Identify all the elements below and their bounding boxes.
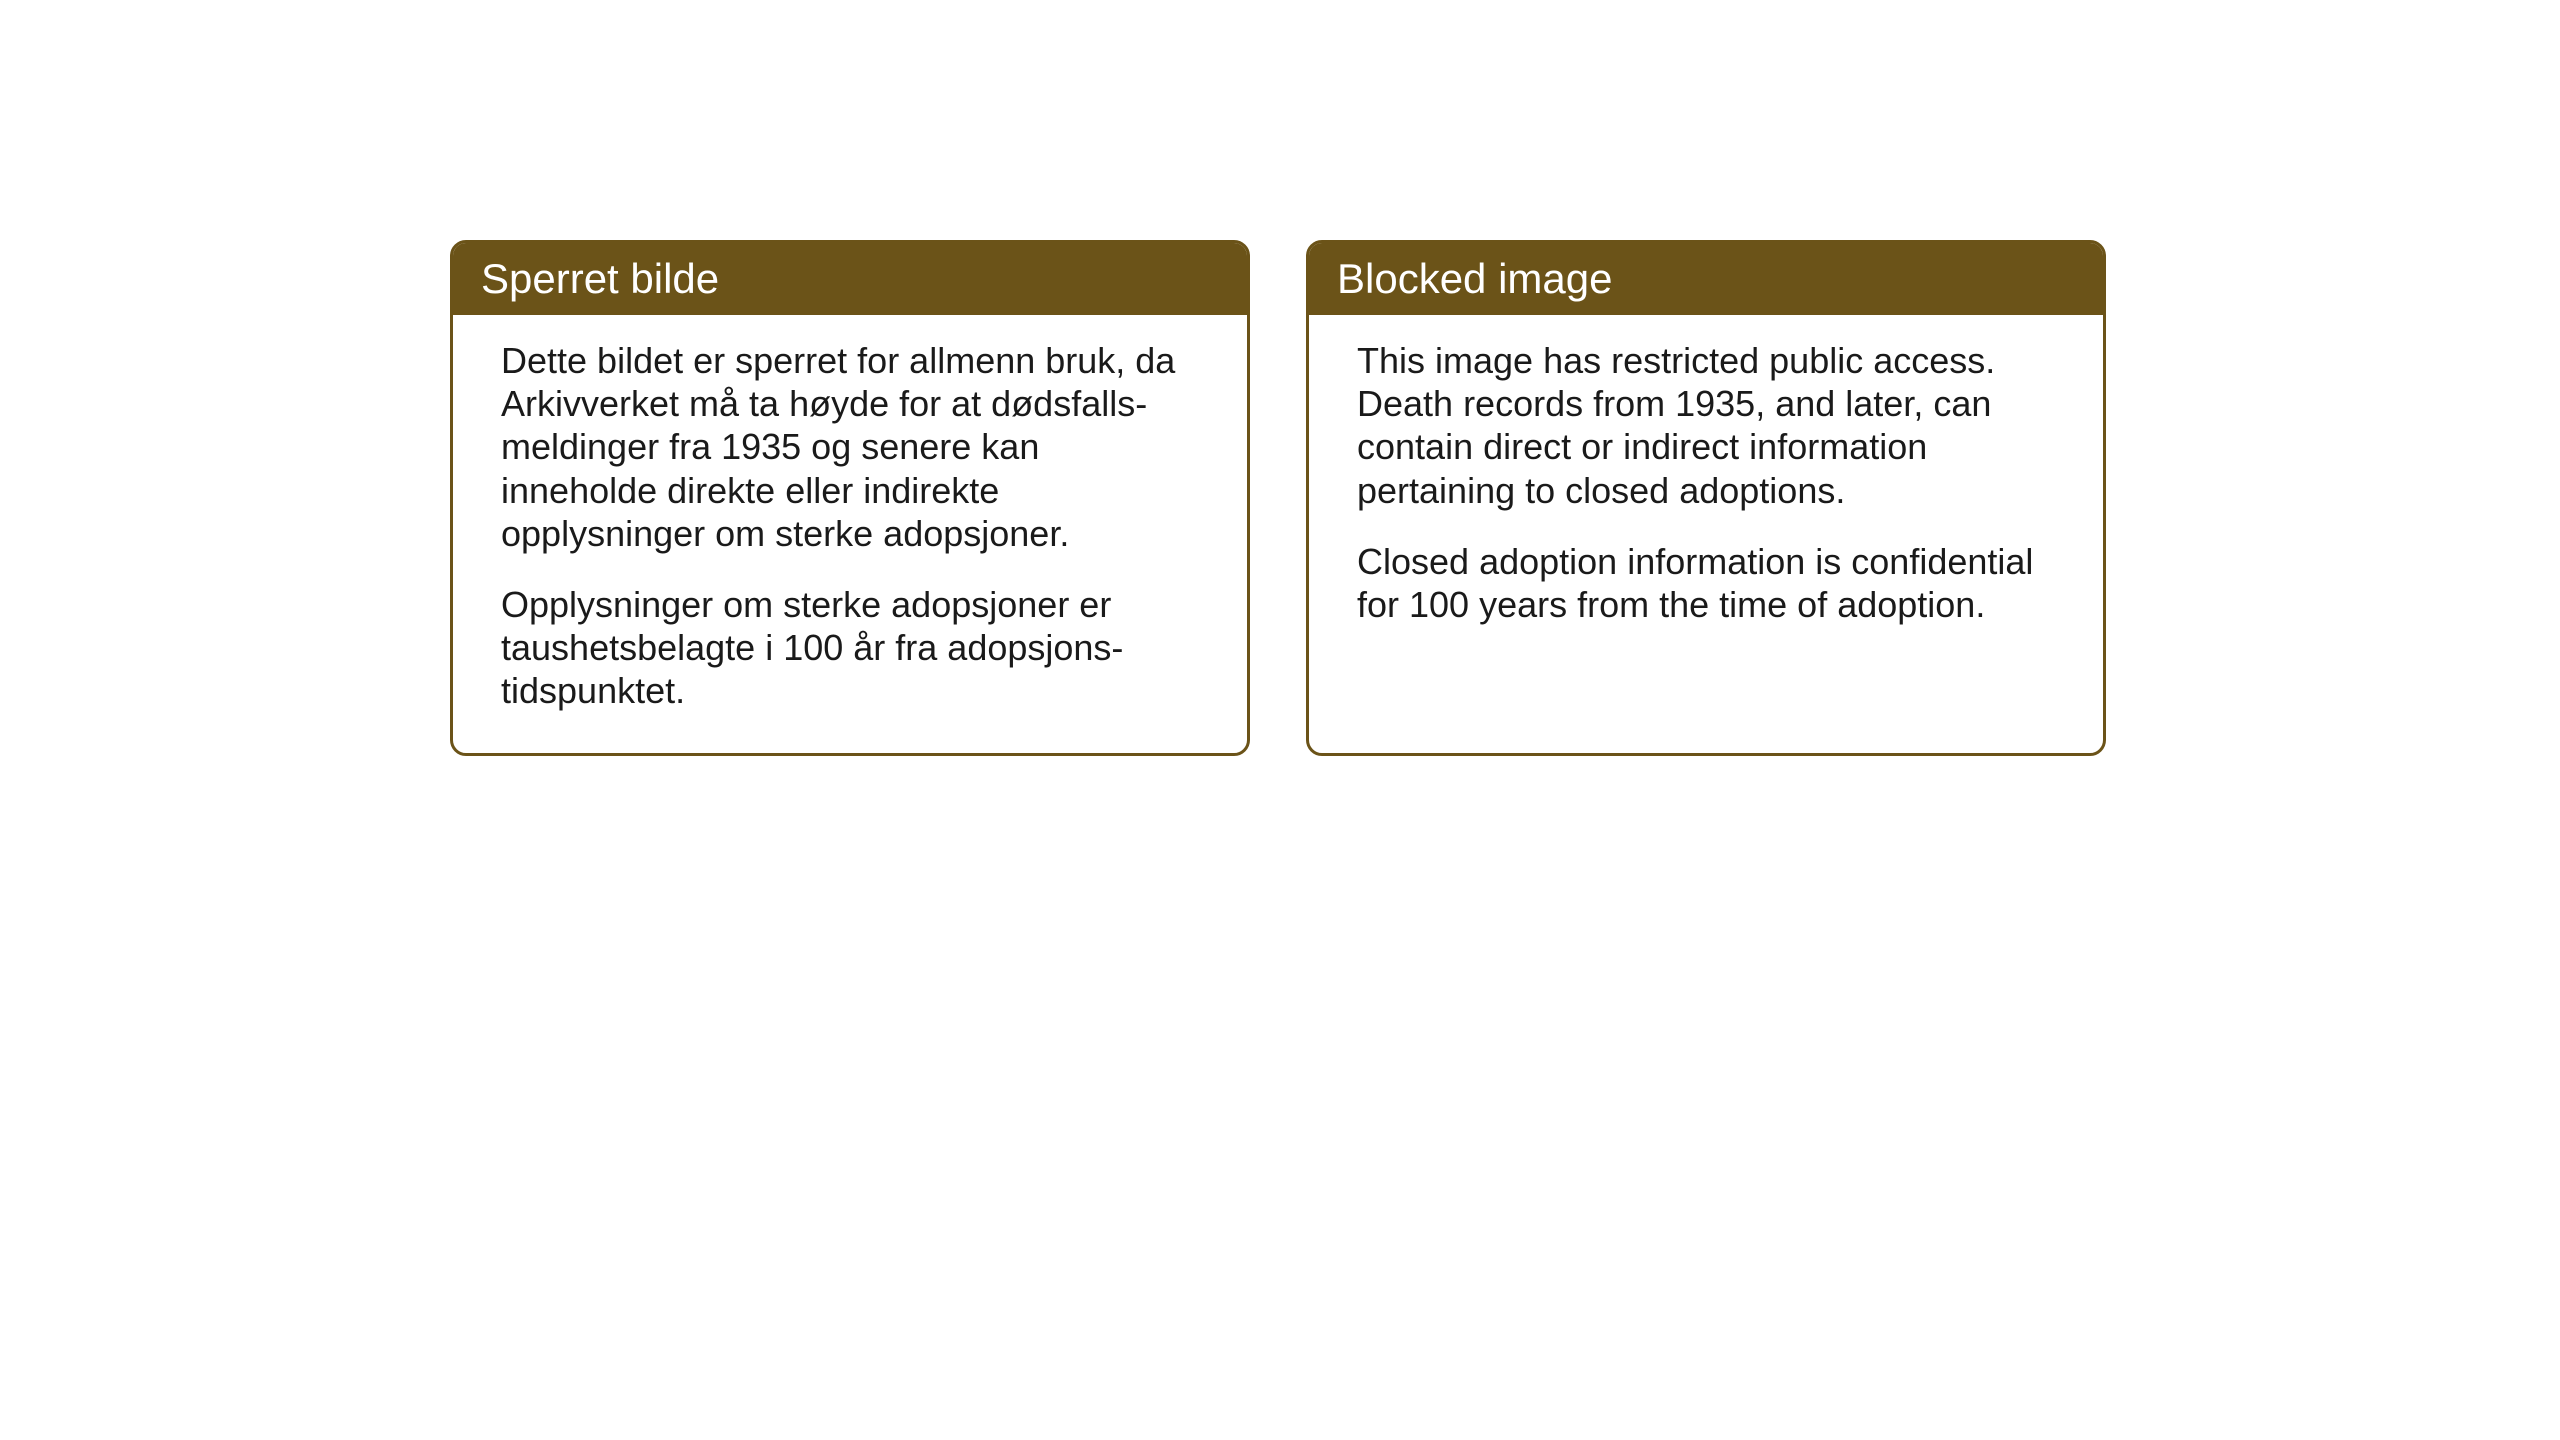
- cards-container: Sperret bilde Dette bildet er sperret fo…: [450, 240, 2106, 756]
- card-norwegian: Sperret bilde Dette bildet er sperret fo…: [450, 240, 1250, 756]
- card-title-english: Blocked image: [1337, 255, 1612, 302]
- card-title-norwegian: Sperret bilde: [481, 255, 719, 302]
- card-para1-english: This image has restricted public access.…: [1357, 339, 2055, 512]
- card-header-norwegian: Sperret bilde: [453, 243, 1247, 315]
- card-para1-norwegian: Dette bildet er sperret for allmenn bruk…: [501, 339, 1199, 555]
- card-body-english: This image has restricted public access.…: [1309, 315, 2103, 666]
- card-english: Blocked image This image has restricted …: [1306, 240, 2106, 756]
- card-para2-english: Closed adoption information is confident…: [1357, 540, 2055, 626]
- card-body-norwegian: Dette bildet er sperret for allmenn bruk…: [453, 315, 1247, 753]
- card-header-english: Blocked image: [1309, 243, 2103, 315]
- card-para2-norwegian: Opplysninger om sterke adopsjoner er tau…: [501, 583, 1199, 713]
